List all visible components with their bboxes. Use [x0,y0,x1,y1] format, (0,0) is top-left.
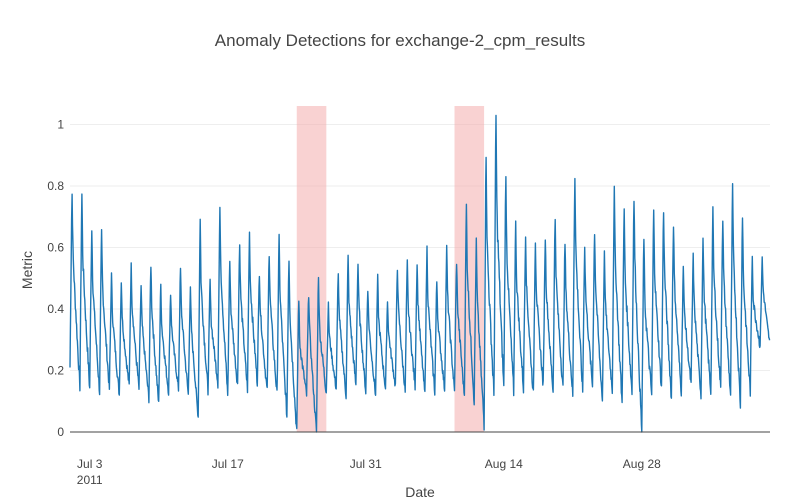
anomaly-window [454,106,485,432]
x-tick-label: Jul 17 [212,457,244,471]
anomaly-window [296,106,327,432]
y-tick-label: 0.2 [47,363,64,377]
y-tick-label: 0 [57,425,64,439]
grid-layer [70,123,770,371]
axis-layer: 0 0.2 0.4 0.6 0.8 1 Jul 3 2011 Jul 17 Jul 31 Aug 1… [47,117,770,487]
anomaly-layer [296,106,485,432]
x-tick-label: Aug 28 [623,457,661,471]
x-axis-label: Date [405,484,435,500]
x-tick-sublabel: 2011 [77,473,103,487]
x-tick-label: Aug 14 [485,457,523,471]
series-layer [69,114,771,433]
x-tick-label: Jul 3 [77,457,103,471]
y-tick-label: 0.4 [47,302,64,316]
x-tick-label: Jul 31 [350,457,382,471]
series-line [69,114,771,433]
chart-title: Anomaly Detections for exchange-2_cpm_re… [215,31,585,50]
y-tick-label: 0.8 [47,179,64,193]
y-axis-label: Metric [19,251,35,289]
y-tick-label: 0.6 [47,240,64,254]
y-tick-label: 1 [57,117,64,131]
